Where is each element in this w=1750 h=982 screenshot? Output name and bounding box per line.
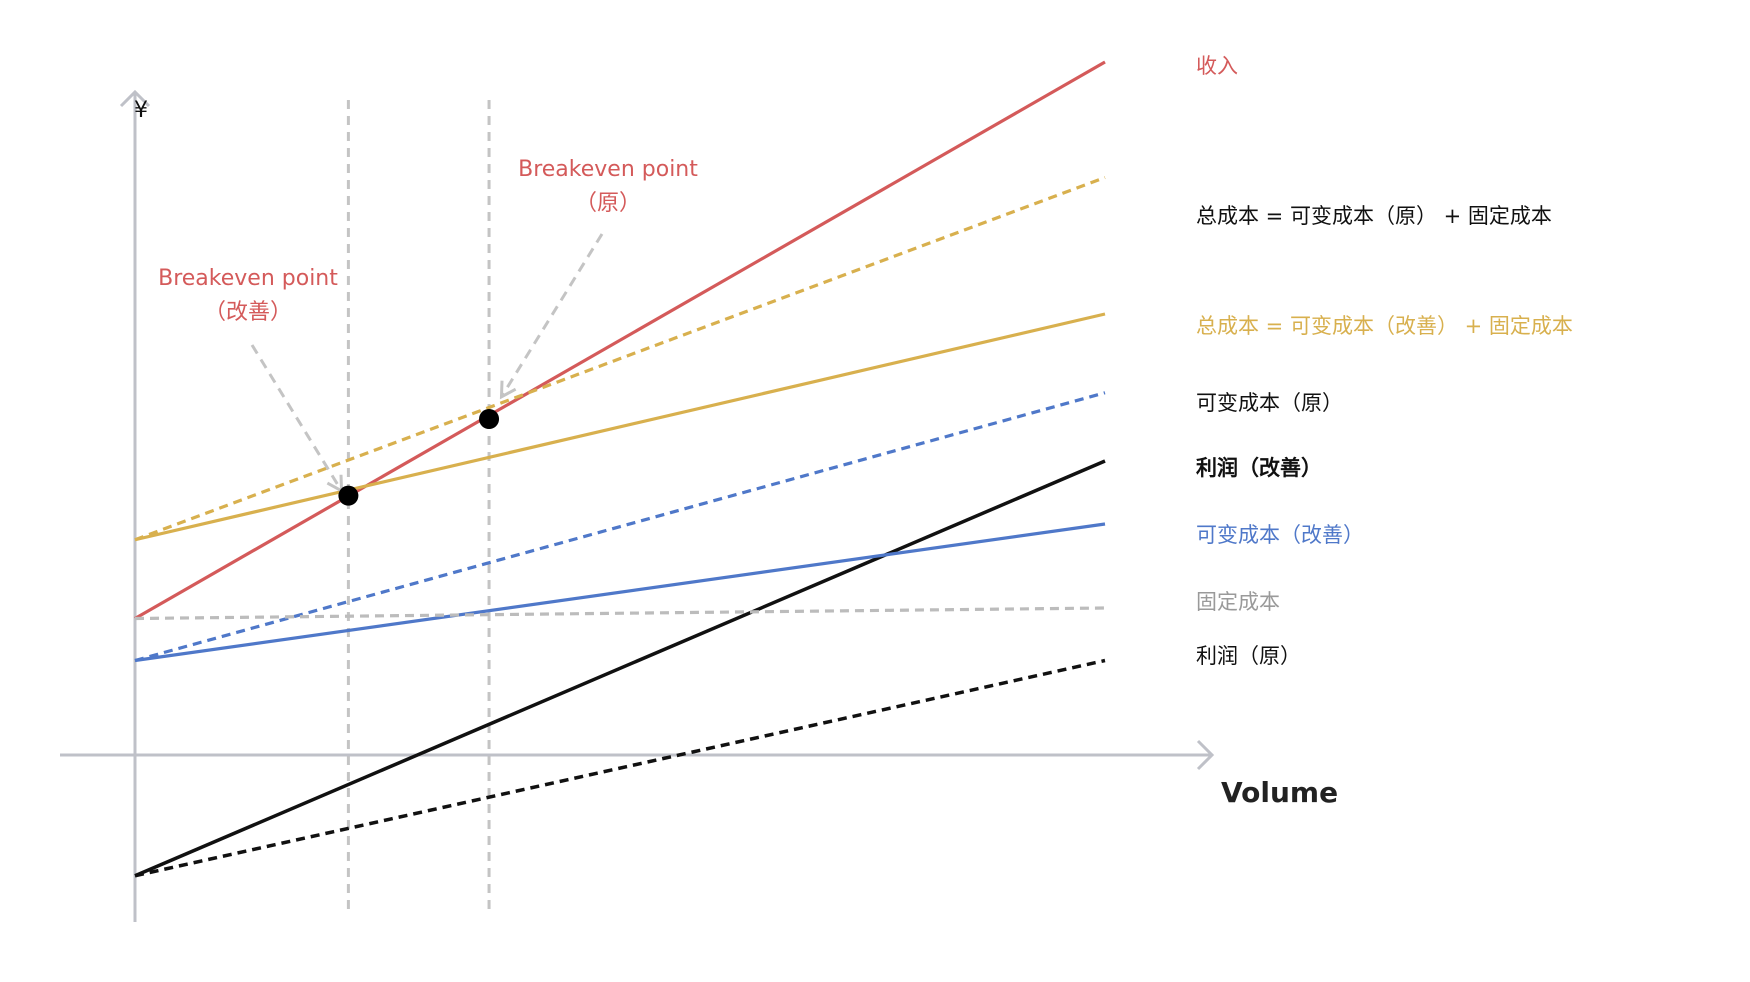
legend-total-cost-original: 总成本 = 可变成本（原） + 固定成本 — [1196, 204, 1552, 228]
series-line-fixed_cost — [134, 606, 1106, 621]
legend-revenue: 收入 — [1196, 54, 1238, 78]
annotation-breakeven-original-sub: （原） — [574, 191, 641, 216]
annotation-arrows — [250, 233, 604, 494]
annotation-breakeven-improved-sub: （改善） — [203, 300, 292, 325]
legend-profit-original: 利润（原） — [1196, 644, 1301, 668]
y-axis-arrow — [119, 89, 151, 108]
arrow-breakeven-original — [499, 233, 604, 400]
x-axis-label: Volume — [1221, 776, 1339, 809]
series-line-var_cost_improved — [134, 522, 1106, 663]
series-lines — [134, 60, 1106, 878]
annotation-breakeven-improved-title: Breakeven point — [158, 266, 338, 291]
series-line-revenue — [134, 60, 1106, 620]
series-line-total_cost_improved — [134, 312, 1106, 542]
series-line-profit_orig — [134, 658, 1106, 878]
legend-variable-cost-original: 可变成本（原） — [1196, 391, 1343, 415]
series-line-var_cost_orig — [134, 391, 1106, 663]
series-line-total_cost_orig — [134, 176, 1106, 542]
breakeven-point-improved — [338, 485, 359, 506]
arrow-breakeven-improved — [250, 344, 344, 494]
breakeven-points — [338, 409, 500, 506]
annotation-breakeven-improved: Breakeven point （改善） — [148, 262, 348, 330]
axes — [60, 89, 1215, 922]
legend-variable-cost-improved: 可变成本（改善） — [1196, 523, 1364, 547]
annotation-breakeven-original: Breakeven point （原） — [508, 153, 708, 221]
y-axis-label: ¥ — [134, 98, 148, 123]
annotation-breakeven-original-title: Breakeven point — [518, 157, 698, 182]
legend-total-cost-improved: 总成本 = 可变成本（改善） + 固定成本 — [1196, 314, 1573, 338]
legend-profit-improved: 利润（改善） — [1196, 456, 1322, 480]
breakeven-guides — [346, 100, 491, 915]
breakeven-point-original — [479, 409, 500, 429]
x-axis-arrow — [1196, 739, 1215, 771]
legend-fixed-cost: 固定成本 — [1196, 590, 1280, 614]
series-line-profit_improved — [134, 459, 1106, 878]
